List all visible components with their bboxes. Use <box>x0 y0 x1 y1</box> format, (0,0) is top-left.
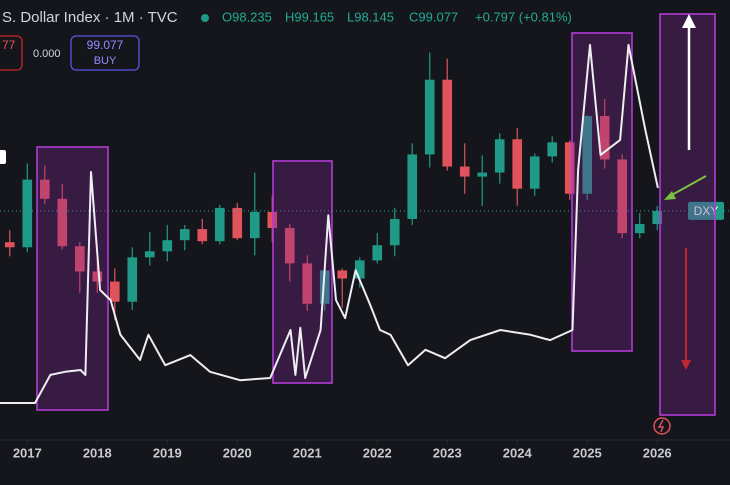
candle-body <box>529 156 540 189</box>
ohlc-high: H99.165 <box>285 9 334 24</box>
highlight-box <box>571 32 633 352</box>
line-layer <box>0 43 659 404</box>
candle-body <box>494 139 505 173</box>
candle-body <box>319 270 330 304</box>
spread: 0.000 <box>33 48 61 60</box>
highlight-boxes <box>36 13 716 416</box>
sell-button[interactable] <box>0 35 23 71</box>
candle-body <box>179 229 190 241</box>
candle-body <box>389 218 400 246</box>
x-tick-label: 2020 <box>223 445 252 460</box>
candle-body <box>547 142 558 157</box>
indicator-line <box>0 43 659 404</box>
x-tick-label: 2019 <box>153 445 182 460</box>
candle-body <box>4 242 15 248</box>
candle-body <box>162 240 173 252</box>
candle-body <box>354 260 365 279</box>
buy-price: 99.077 <box>87 38 124 52</box>
highlight-box <box>36 146 109 411</box>
buy-button[interactable] <box>70 35 140 71</box>
symbol-title: S. Dollar Index · 1M · TVC <box>2 9 178 26</box>
candle-body <box>424 79 435 155</box>
x-tick-label: 2023 <box>433 445 462 460</box>
candle-body <box>302 263 313 304</box>
buy-label: BUY <box>94 55 117 67</box>
status-dot <box>201 14 209 22</box>
ohlc-open: O98.235 <box>222 9 272 24</box>
candle-body <box>459 166 470 177</box>
alert-icon[interactable] <box>653 417 671 435</box>
alert-icon-bolt <box>657 419 665 433</box>
sell-price: 77 <box>2 38 16 52</box>
x-tick-label: 2018 <box>83 445 112 460</box>
candle-body <box>582 116 593 194</box>
candle-body <box>617 159 628 234</box>
x-tick-label: 2024 <box>503 445 533 460</box>
ohlc-change: +0.797 (+0.81%) <box>475 9 572 24</box>
candle-body <box>634 224 645 234</box>
plot-area: DXY <box>0 52 730 320</box>
candle-body <box>284 228 295 264</box>
arrows <box>653 14 707 435</box>
candle-body <box>337 270 348 279</box>
candle-body <box>249 211 260 239</box>
price-tag-label: DXY <box>694 204 719 218</box>
candle-body <box>407 154 418 219</box>
down-arrow-head <box>681 360 691 370</box>
x-axis: 2017 2018 2019 2020 2021 2022 2023 2024 2025 2026 <box>13 440 672 460</box>
candle-body <box>22 179 33 248</box>
left-marker <box>0 150 6 164</box>
pointer-arrow-head <box>664 191 676 200</box>
ohlc-close: C99.077 <box>409 9 458 24</box>
x-tick-label: 2022 <box>363 445 392 460</box>
pointer-arrow <box>669 175 707 197</box>
candle-body <box>74 246 85 272</box>
x-tick-label: 2026 <box>643 445 672 460</box>
candle-body <box>127 257 138 302</box>
candle-body <box>57 198 68 247</box>
up-arrow-head <box>682 14 696 28</box>
candle-body <box>442 79 453 167</box>
candle-body <box>197 229 208 242</box>
candle-body <box>372 245 383 261</box>
candle-body <box>144 251 155 258</box>
candle-body <box>564 142 575 194</box>
candle-body <box>92 271 103 282</box>
candle-body <box>232 207 243 239</box>
candle-body <box>214 207 225 242</box>
candle-body <box>477 172 488 177</box>
x-tick-label: 2025 <box>573 445 602 460</box>
highlight-box <box>659 13 716 416</box>
ohlc-low: L98.145 <box>347 9 394 24</box>
x-tick-label: 2021 <box>293 445 322 460</box>
candle-body <box>39 179 50 199</box>
candle-body <box>652 210 663 225</box>
candle-body <box>109 281 120 302</box>
candle-body <box>599 116 610 160</box>
candle-body <box>512 139 523 189</box>
x-tick-label: 2017 <box>13 445 42 460</box>
